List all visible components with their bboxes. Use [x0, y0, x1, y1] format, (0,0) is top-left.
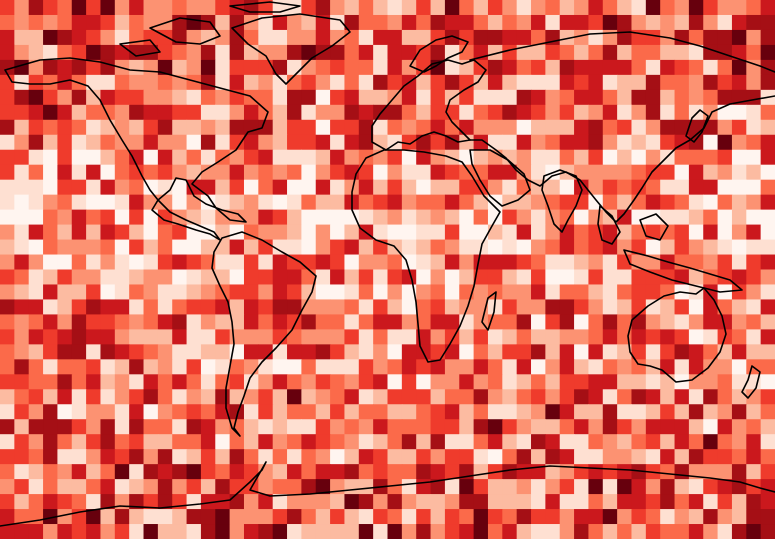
coastline-south-america: [212, 232, 316, 436]
coastline-africa: [352, 150, 500, 362]
coastline-asia: [470, 32, 775, 222]
coastline-arctic-islands: [120, 2, 300, 56]
coastline-madagascar: [482, 292, 496, 330]
coastline-scandinavia: [410, 36, 468, 72]
coastline-new-zealand: [742, 366, 760, 398]
coastline-antarctica: [0, 462, 775, 526]
coastline-greenland: [232, 14, 350, 84]
coastline-australia: [628, 288, 726, 382]
coastline-europe: [372, 60, 486, 150]
coastline-north-america: [5, 58, 268, 240]
coastline-arabian-peninsula: [470, 150, 530, 206]
coastline-japan: [686, 110, 708, 142]
